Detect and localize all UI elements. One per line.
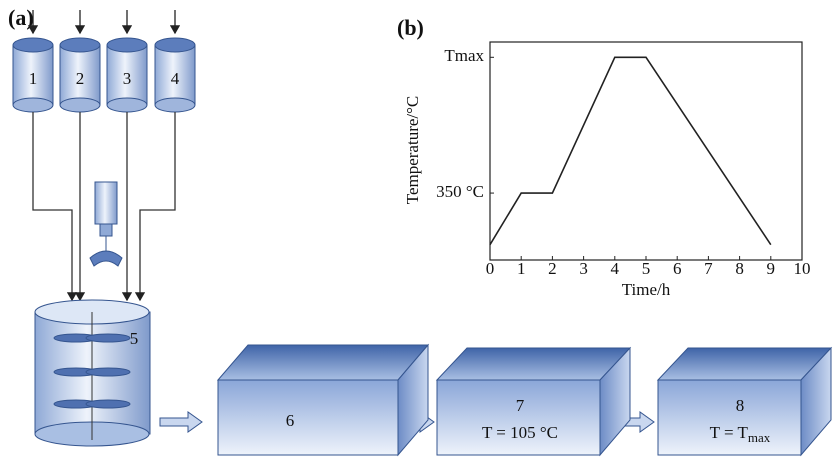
x-tick-label: 8 bbox=[735, 259, 744, 278]
panel-label: (b) bbox=[397, 15, 424, 40]
panel-label: (a) bbox=[8, 5, 34, 30]
plot: 0 1 2 3 4 5 6 7 8 9 10 350 °C Tmax bbox=[436, 46, 810, 278]
mixer bbox=[34, 299, 151, 447]
furnace-label: 6 bbox=[286, 411, 295, 430]
tank-label: 2 bbox=[76, 69, 85, 88]
y-tick-label: Tmax bbox=[444, 46, 484, 65]
x-tick-label: 10 bbox=[794, 259, 811, 278]
furnace-condition: T = 105 °C bbox=[482, 423, 558, 442]
tank-label: 3 bbox=[123, 69, 132, 88]
condition-sub: max bbox=[748, 430, 771, 445]
x-tick-label: 5 bbox=[642, 259, 651, 278]
x-tick-label: 2 bbox=[548, 259, 557, 278]
tank-label: 1 bbox=[29, 69, 38, 88]
tanks bbox=[12, 37, 196, 113]
condition-main: T = T bbox=[710, 423, 749, 442]
x-tick-label: 3 bbox=[579, 259, 588, 278]
pipes bbox=[32, 112, 176, 302]
data-line bbox=[489, 56, 772, 246]
furnaces bbox=[216, 343, 833, 457]
tank-label: 4 bbox=[171, 69, 180, 88]
x-tick-label: 1 bbox=[517, 259, 526, 278]
x-tick-label: 9 bbox=[767, 259, 776, 278]
mixer-label: 5 bbox=[130, 329, 139, 348]
x-tick-label: 4 bbox=[611, 259, 620, 278]
y-axis-label: Temperature/°C bbox=[403, 96, 422, 205]
feed-arrows bbox=[27, 10, 181, 35]
x-tick-label: 7 bbox=[704, 259, 713, 278]
plot-frame bbox=[489, 41, 803, 261]
x-axis-label: Time/h bbox=[622, 280, 671, 299]
furnace-label: 7 bbox=[516, 396, 525, 415]
y-tick-label: 350 °C bbox=[436, 182, 484, 201]
furnace-condition: T = Tmax bbox=[710, 423, 771, 445]
furnace-label: 8 bbox=[736, 396, 745, 415]
x-tick-label: 0 bbox=[486, 259, 495, 278]
x-tick-label: 6 bbox=[673, 259, 682, 278]
syringe bbox=[89, 181, 123, 267]
